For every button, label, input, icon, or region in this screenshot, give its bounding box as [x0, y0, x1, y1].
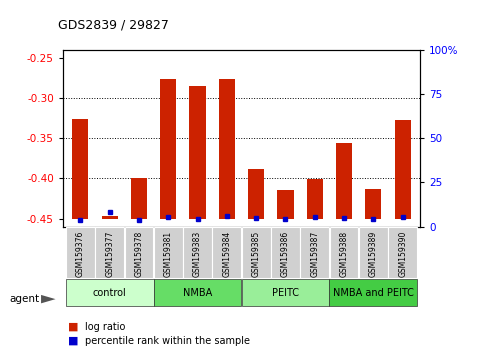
- Bar: [213, 227, 241, 278]
- Text: GSM159385: GSM159385: [252, 231, 261, 277]
- Bar: [395, 120, 411, 218]
- Bar: [307, 179, 323, 218]
- Bar: [271, 227, 300, 278]
- Bar: [95, 227, 124, 278]
- Text: percentile rank within the sample: percentile rank within the sample: [85, 336, 250, 346]
- Text: GSM159387: GSM159387: [310, 231, 319, 277]
- Bar: [131, 178, 147, 218]
- Bar: [154, 279, 242, 307]
- Text: GSM159383: GSM159383: [193, 231, 202, 277]
- Text: log ratio: log ratio: [85, 322, 125, 332]
- Bar: [277, 190, 294, 218]
- Bar: [300, 227, 329, 278]
- Text: GSM159384: GSM159384: [222, 231, 231, 277]
- Text: GSM159390: GSM159390: [398, 231, 407, 277]
- Bar: [242, 227, 270, 278]
- Bar: [242, 279, 329, 307]
- Text: GSM159377: GSM159377: [105, 231, 114, 277]
- Bar: [72, 119, 88, 218]
- Text: GSM159378: GSM159378: [134, 231, 143, 277]
- Text: GSM159389: GSM159389: [369, 231, 378, 277]
- Bar: [66, 279, 154, 307]
- Bar: [365, 189, 382, 218]
- Text: NMBA and PEITC: NMBA and PEITC: [333, 288, 414, 298]
- Text: ■: ■: [68, 336, 78, 346]
- Bar: [359, 227, 388, 278]
- Bar: [388, 227, 417, 278]
- Bar: [329, 279, 417, 307]
- Bar: [125, 227, 153, 278]
- Text: agent: agent: [10, 294, 40, 304]
- Bar: [66, 227, 95, 278]
- Polygon shape: [41, 295, 56, 303]
- Text: control: control: [93, 288, 127, 298]
- Text: GDS2839 / 29827: GDS2839 / 29827: [58, 19, 169, 32]
- Bar: [189, 86, 206, 218]
- Bar: [101, 216, 118, 218]
- Text: GSM159381: GSM159381: [164, 231, 173, 277]
- Bar: [219, 79, 235, 218]
- Bar: [248, 169, 264, 218]
- Bar: [154, 227, 183, 278]
- Bar: [183, 227, 212, 278]
- Bar: [160, 79, 176, 218]
- Text: ■: ■: [68, 322, 78, 332]
- Text: GSM159386: GSM159386: [281, 231, 290, 277]
- Bar: [330, 227, 358, 278]
- Bar: [336, 143, 352, 218]
- Text: GSM159388: GSM159388: [340, 231, 349, 277]
- Text: PEITC: PEITC: [272, 288, 299, 298]
- Text: NMBA: NMBA: [183, 288, 212, 298]
- Text: GSM159376: GSM159376: [76, 231, 85, 277]
